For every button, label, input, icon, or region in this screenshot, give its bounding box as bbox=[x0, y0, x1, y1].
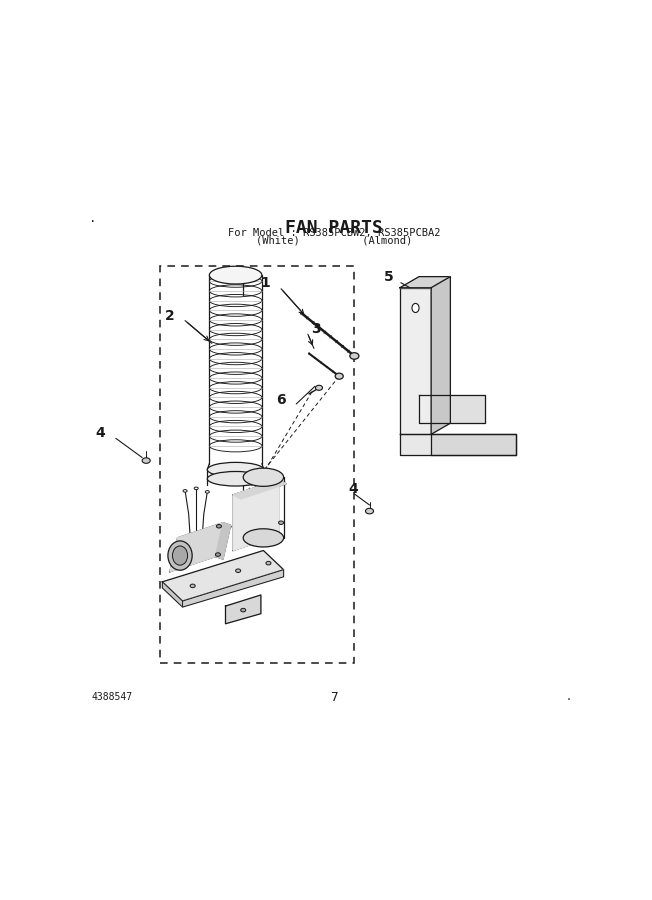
Text: 1: 1 bbox=[261, 275, 271, 290]
Ellipse shape bbox=[216, 525, 222, 528]
Text: 4: 4 bbox=[96, 427, 106, 440]
Polygon shape bbox=[233, 480, 286, 499]
Polygon shape bbox=[419, 395, 484, 423]
Polygon shape bbox=[431, 435, 516, 454]
Text: 5: 5 bbox=[383, 270, 393, 284]
Polygon shape bbox=[431, 276, 451, 435]
Ellipse shape bbox=[243, 529, 284, 547]
Ellipse shape bbox=[209, 266, 262, 284]
Ellipse shape bbox=[207, 463, 264, 477]
Ellipse shape bbox=[205, 491, 209, 493]
Ellipse shape bbox=[215, 553, 220, 556]
Ellipse shape bbox=[183, 490, 187, 492]
Ellipse shape bbox=[278, 521, 284, 525]
Ellipse shape bbox=[172, 546, 188, 565]
Ellipse shape bbox=[266, 562, 271, 565]
Text: .: . bbox=[89, 212, 96, 225]
Ellipse shape bbox=[243, 468, 284, 486]
Ellipse shape bbox=[190, 584, 195, 588]
Ellipse shape bbox=[194, 487, 198, 490]
Polygon shape bbox=[226, 595, 261, 624]
Text: (White)          (Almond): (White) (Almond) bbox=[256, 235, 412, 245]
Text: 2: 2 bbox=[165, 309, 175, 322]
Ellipse shape bbox=[350, 353, 359, 359]
Text: For Model : RS385PCBW2, RS385PCBA2: For Model : RS385PCBW2, RS385PCBA2 bbox=[228, 228, 440, 238]
Text: 3: 3 bbox=[312, 322, 321, 337]
Ellipse shape bbox=[366, 508, 374, 514]
Ellipse shape bbox=[316, 385, 323, 391]
Ellipse shape bbox=[235, 569, 241, 572]
Polygon shape bbox=[233, 480, 278, 551]
Text: .: . bbox=[566, 692, 572, 702]
Text: 7: 7 bbox=[331, 690, 338, 704]
Polygon shape bbox=[162, 581, 183, 608]
Polygon shape bbox=[400, 276, 451, 288]
Bar bbox=[160, 266, 355, 662]
Text: 4388547: 4388547 bbox=[91, 692, 133, 702]
Polygon shape bbox=[170, 523, 223, 572]
Polygon shape bbox=[400, 435, 516, 454]
Ellipse shape bbox=[241, 608, 246, 612]
Polygon shape bbox=[400, 288, 431, 435]
Text: 4: 4 bbox=[348, 482, 358, 496]
Ellipse shape bbox=[142, 458, 150, 464]
Ellipse shape bbox=[207, 472, 264, 486]
Ellipse shape bbox=[335, 374, 343, 379]
Text: FAN PARTS: FAN PARTS bbox=[285, 219, 383, 237]
Polygon shape bbox=[215, 523, 231, 559]
Ellipse shape bbox=[412, 303, 419, 312]
Ellipse shape bbox=[168, 541, 192, 571]
Polygon shape bbox=[183, 570, 284, 608]
Polygon shape bbox=[162, 551, 284, 601]
Text: 6: 6 bbox=[276, 393, 286, 407]
